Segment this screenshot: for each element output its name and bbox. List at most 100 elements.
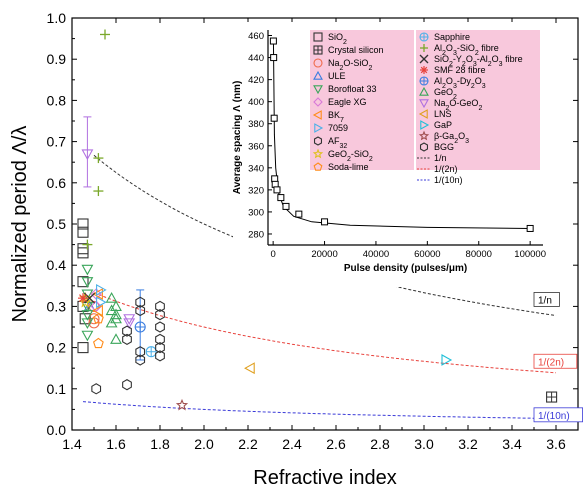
inset-data-point [282, 202, 290, 210]
x-tick-label: 2.8 [370, 436, 390, 452]
data-point-soda-lime [92, 337, 104, 349]
data-point-al2o3-sio2-fibre [93, 153, 104, 164]
curve-label: 1/(10n) [538, 411, 570, 422]
legend-label: β-Ga2O3 [434, 131, 469, 145]
inset-y-axis-title: Average spacing Λ (nm) [232, 81, 243, 195]
x-tick-label: 2.4 [282, 436, 302, 452]
curve-label: 1/n [538, 295, 552, 306]
data-point-bgg [155, 321, 165, 333]
fit-curve [93, 154, 557, 317]
data-point-geo2-sio2 [79, 295, 92, 308]
x-tick-label: 3.4 [502, 436, 522, 452]
data-point-borofloat-33 [81, 330, 94, 342]
legend-label: Na2O-SiO2 [328, 58, 372, 72]
inset-data-point [277, 194, 285, 202]
x-tick-label: 3.2 [458, 436, 478, 452]
legend-marker [418, 130, 430, 141]
inset-data-point [270, 114, 278, 122]
inset-x-tick-label: 0 [270, 249, 275, 260]
legend-label: GeO2-SiO2 [328, 149, 373, 163]
inset-y-tick-label: 460 [248, 31, 264, 42]
data-point-geo2 [105, 304, 118, 316]
inset-x-axis-title: Pulse density (pulses/μm) [344, 263, 467, 274]
inset-y-tick-label: 300 [248, 207, 264, 218]
data-point-bgg [155, 333, 165, 345]
data-point-sio2 [77, 276, 89, 288]
y-tick-label: 0.2 [47, 340, 67, 356]
data-point-al2o3-dy2o3 [134, 321, 146, 333]
legend-label: AF32 [328, 136, 347, 150]
data-point-al2o3-sio2-fibre [82, 239, 93, 250]
legend-marker [420, 66, 428, 74]
y-tick-label: 0.0 [47, 422, 67, 438]
data-point-sio2 [77, 247, 89, 259]
inset-data-point [321, 218, 329, 226]
data-point-bgg [135, 354, 146, 366]
legend-marker [312, 148, 324, 159]
y-tick-label: 0.7 [47, 134, 67, 150]
y-tick-label: 0.9 [47, 51, 67, 67]
legend-label: SMF 28 fibre [434, 65, 486, 75]
data-point-bgg [155, 341, 165, 354]
inset-data-point [526, 224, 534, 232]
data-point--ga2o3 [175, 398, 189, 411]
legend-label: Al2O3-SiO2 fibre [434, 43, 499, 57]
legend-label: Na2O-GeO2 [434, 98, 482, 112]
inset-y-tick-label: 320 [248, 185, 264, 196]
inset-y-tick-label: 340 [248, 163, 264, 174]
data-point-bgg [155, 300, 165, 313]
data-point-eagle-xg [90, 300, 102, 313]
legend-label: Soda-lime [328, 162, 369, 172]
x-tick-label: 2.2 [238, 436, 258, 452]
data-point-af32 [91, 383, 102, 395]
fit-curve [93, 292, 557, 374]
legend-label: SiO2-Y2O3-Al2O3 fibre [434, 54, 523, 68]
legend-marker [419, 32, 429, 42]
legend-marker [418, 109, 428, 119]
y-tick-label: 0.5 [47, 216, 67, 232]
inset-x-tick-label: 20000 [311, 249, 337, 260]
data-point-borofloat-33 [81, 277, 94, 288]
legend-marker [419, 54, 429, 64]
data-point-geo2 [105, 316, 118, 328]
marker-part [79, 294, 87, 303]
data-point-lns [244, 362, 255, 375]
inset-x-tick-label: 100000 [514, 249, 546, 260]
legend-label: GeO2 [434, 87, 457, 101]
inset-y-tick-label: 440 [248, 53, 264, 64]
marker-part [419, 54, 429, 64]
x-tick-label: 2.0 [194, 436, 214, 452]
data-point-sio2 [77, 226, 89, 238]
inset-data-point [270, 54, 278, 62]
fit-curve [82, 401, 554, 419]
x-tick-label: 1.8 [150, 436, 170, 452]
x-tick-label: 1.4 [62, 436, 82, 452]
legend-label: BK7 [328, 110, 344, 124]
legend-label: Sapphire [434, 32, 470, 42]
data-point-borofloat-33 [81, 310, 94, 321]
legend-panel-left [310, 30, 414, 170]
legend-marker [313, 58, 323, 68]
data-point-bk7 [92, 288, 103, 300]
legend-label: 1/n [434, 153, 447, 163]
data-point-gap [441, 354, 453, 366]
data-point-bgg [135, 346, 146, 358]
legend-label: 7059 [328, 123, 348, 133]
legend-label: ULE [328, 71, 346, 81]
x-tick-label: 3.6 [546, 436, 566, 452]
x-tick-label: 2.6 [326, 436, 346, 452]
data-point-bgg [155, 309, 165, 321]
inset-data-point [295, 210, 303, 218]
legend-marker [420, 44, 428, 52]
y-tick-label: 1.0 [47, 10, 67, 26]
legend-marker [420, 120, 430, 130]
data-point-crystal-silicon [546, 391, 558, 403]
data-point-bgg [135, 296, 146, 308]
data-point-geo2 [110, 333, 122, 344]
legend-label: 1/(2n) [434, 164, 458, 174]
curve-label: 1/(2n) [538, 357, 564, 368]
curve-label-box [533, 353, 578, 369]
y-tick-label: 0.4 [47, 257, 67, 273]
